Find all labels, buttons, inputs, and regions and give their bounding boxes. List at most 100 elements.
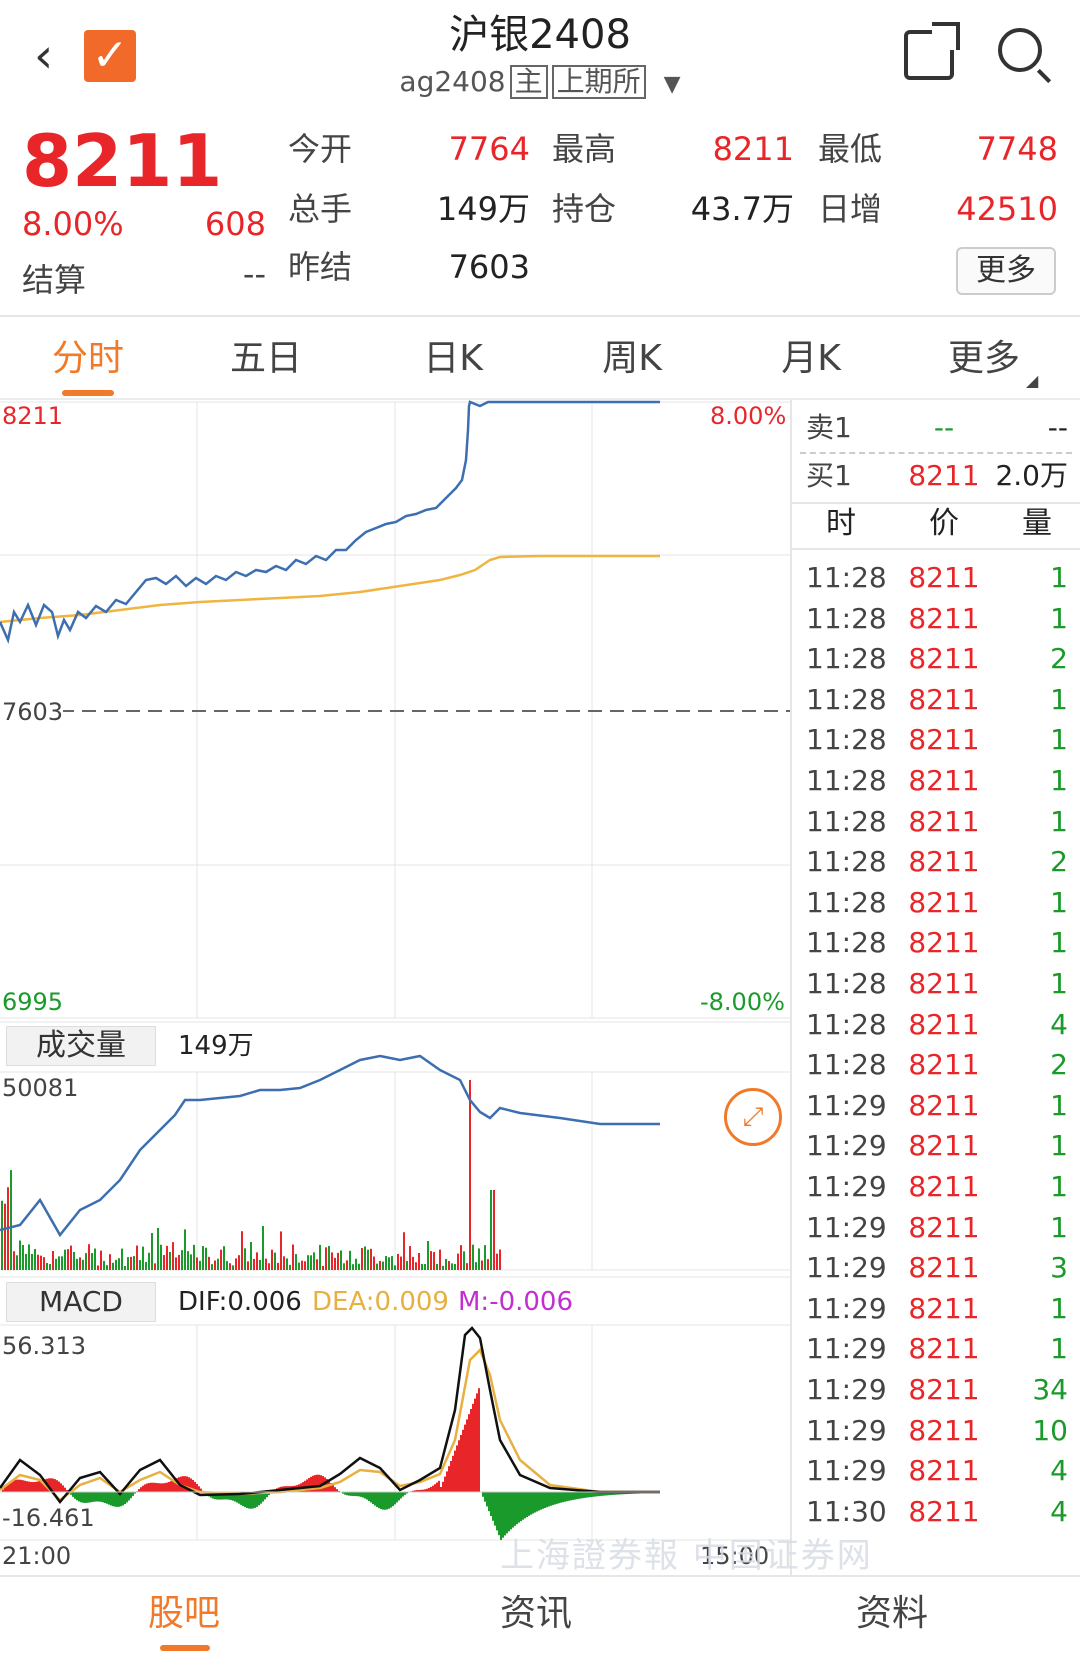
macd-bar [260,1492,262,1504]
tab-intraday[interactable]: 分时 [51,338,124,379]
macd-indicator-button[interactable]: MACD [6,1282,156,1322]
macd-bar [566,1492,568,1502]
macd-bar [544,1492,546,1508]
volume-bar [286,1258,288,1270]
volume-indicator-button[interactable]: 成交量 [6,1026,156,1066]
macd-bar [550,1492,552,1506]
prev-settle-label: 昨结 [288,248,353,286]
macd-bar [434,1484,436,1492]
trade-price: 8211 [908,1048,980,1082]
trade-time: 11:28 [806,1048,887,1082]
nav-forum[interactable]: 股吧 [148,1593,221,1634]
tab-more[interactable]: 更多 [947,338,1020,379]
volume-bar [178,1254,180,1270]
macd-bar [128,1492,130,1501]
nav-news[interactable]: 资讯 [500,1593,573,1634]
volume-bar [244,1248,246,1270]
macd-bar [458,1440,460,1492]
trade-row: 11:28 8211 2 [792,637,1080,681]
macd-bar [438,1480,440,1492]
tab-active-indicator [62,390,114,396]
volume-bar [40,1255,42,1270]
macd-bar [218,1492,220,1500]
chart-tabs: 分时 五日 日K 周K 月K 更多 ◢ [0,318,1080,400]
macd-bar [368,1492,370,1501]
trade-row: 11:29 8211 10 [792,1409,1080,1453]
macd-bar [568,1492,570,1501]
trade-time: 11:28 [806,601,887,635]
macd-bar [424,1489,426,1492]
macd-bar [404,1492,406,1495]
macd-bar [58,1481,60,1492]
intraday-chart[interactable] [0,400,790,1575]
trade-volume: 1 [1050,561,1068,594]
macd-bar [36,1481,38,1492]
macd-grid [0,1276,790,1541]
macd-bar [400,1492,402,1499]
volume-bar [313,1252,315,1270]
macd-bar [248,1492,250,1509]
volume-bar [109,1254,111,1270]
col-time: 时 [826,506,856,541]
volume-bar [385,1256,387,1270]
macd-bar [158,1483,160,1492]
macd-bar [162,1483,164,1492]
nav-active-indicator [160,1645,210,1651]
macd-bar [356,1492,358,1497]
trade-price: 8211 [908,926,980,960]
macd-bar [156,1483,158,1492]
trade-price: 8211 [908,1291,980,1325]
bid-label: 买1 [806,459,852,492]
macd-bar [386,1492,388,1510]
macd-max-label: 56.313 [2,1332,86,1360]
macd-bar [72,1492,74,1497]
volume-bar [172,1242,174,1270]
trade-volume: 2 [1050,1048,1068,1082]
volume-bar [166,1245,168,1270]
col-price: 价 [929,506,959,541]
trade-row: 11:29 8211 1 [792,1327,1080,1371]
share-icon[interactable] [904,22,960,80]
volume-bar [133,1256,135,1270]
bid-price: 8211 [908,459,980,492]
macd-bar [334,1487,336,1492]
macd-bar [448,1466,450,1492]
back-icon[interactable]: ‹ [34,28,54,84]
macd-bar [570,1492,572,1501]
macd-bar [238,1492,240,1504]
volume-bar [22,1244,24,1270]
trade-row: 11:29 8211 1 [792,1084,1080,1128]
volume-bar [391,1256,393,1270]
chevron-down-icon[interactable]: ▼ [663,72,681,97]
macd-bar [398,1492,400,1501]
bid-row: 买1 8211 2.0万 [792,454,1080,498]
tab-weekly-k[interactable]: 周K [602,338,662,379]
macd-bar [380,1492,382,1510]
volume-bar [154,1263,156,1270]
contract-subtitle[interactable]: ag2408 主上期所 ▼ [0,62,1080,105]
trade-price: 8211 [908,1413,980,1447]
macd-bar [86,1492,88,1503]
watchlist-check-icon[interactable]: ✓ [84,30,136,82]
macd-bar [344,1492,346,1495]
macd-bar [88,1492,90,1503]
high-value: 8211 [712,130,794,168]
volume-bar [445,1258,447,1270]
tab-monthly-k[interactable]: 月K [781,338,841,379]
volume-bar [256,1252,258,1270]
nav-profile[interactable]: 资料 [856,1593,929,1634]
macd-bar [246,1492,248,1508]
volume-bar [88,1244,90,1270]
volume-bar [145,1261,147,1270]
tab-five-day[interactable]: 五日 [229,338,302,379]
macd-bar [592,1492,594,1497]
expand-icon[interactable]: ⤢ [724,1088,782,1146]
macd-bar [188,1477,190,1492]
tab-daily-k[interactable]: 日K [423,338,483,379]
search-icon[interactable] [998,28,1042,72]
macd-bar [546,1492,548,1508]
more-quote-button[interactable]: 更多 [956,247,1056,295]
volume-bar [67,1249,69,1270]
volume-bar [355,1258,357,1270]
macd-bar [508,1492,510,1532]
